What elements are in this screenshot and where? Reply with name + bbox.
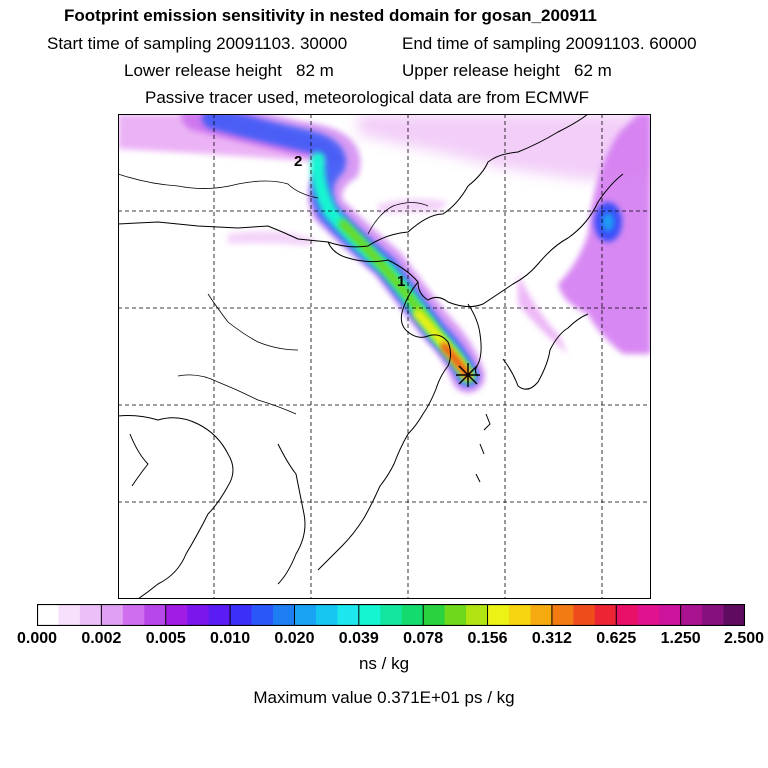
colorbar-tick-label: 0.625 xyxy=(596,630,637,647)
colorbar-cell xyxy=(294,604,317,626)
colorbar-cell xyxy=(165,604,188,626)
receptor-marker-icon xyxy=(456,363,480,387)
coastlines xyxy=(118,114,624,599)
colorbar-tick-label: 0.312 xyxy=(531,630,572,647)
colorbar-tick-label: 0.000 xyxy=(16,630,58,647)
plot-title: Footprint emission sensitivity in nested… xyxy=(64,6,597,25)
colorbar-cell xyxy=(444,604,467,626)
colorbar-cell xyxy=(423,604,446,626)
colorbar-cell xyxy=(187,604,210,626)
colorbar-units: ns / kg xyxy=(358,654,410,673)
colorbar-tick-label: 0.078 xyxy=(403,630,444,647)
footprint-map: 2 1 xyxy=(118,114,651,599)
colorbar-cell xyxy=(37,604,59,626)
sampling-start: Start time of sampling 20091103. 30000 xyxy=(47,34,348,53)
colorbar-cell xyxy=(273,604,295,626)
colorbar-cell xyxy=(573,604,596,626)
colorbar-cell xyxy=(144,604,167,626)
colorbar-cell xyxy=(208,604,231,626)
colorbar-cell xyxy=(466,604,489,626)
colorbar-cell xyxy=(509,604,531,626)
colorbar-cell xyxy=(380,604,403,626)
trajectory-plume xyxy=(181,114,485,393)
colorbar-tick-label: 1.250 xyxy=(660,630,701,647)
colorbar-cell xyxy=(315,604,338,626)
lower-release-height: Lower release height 82 m xyxy=(124,61,334,80)
colorbar-tick-label: 2.500 xyxy=(723,630,765,647)
upper-release-height: Upper release height 62 m xyxy=(402,61,612,80)
colorbar-tick-label: 0.005 xyxy=(145,630,186,647)
trajectory-label-1: 1 xyxy=(397,273,405,290)
colorbar xyxy=(37,604,745,626)
colorbar-cell xyxy=(680,604,703,626)
colorbar-cell xyxy=(101,604,124,626)
colorbar-cell xyxy=(530,604,553,626)
maximum-value: Maximum value 0.371E+01 ps / kg xyxy=(253,688,515,707)
colorbar-cell xyxy=(616,604,639,626)
colorbar-cell xyxy=(401,604,424,626)
colorbar-cell xyxy=(637,604,660,626)
colorbar-cell xyxy=(487,604,510,626)
trajectory-label-2: 2 xyxy=(294,153,302,170)
colorbar-cell xyxy=(337,604,360,626)
colorbar-tick-label: 0.156 xyxy=(467,630,508,647)
map-frame xyxy=(118,114,651,599)
colorbar-cell xyxy=(659,604,682,626)
tracer-info: Passive tracer used, meteorological data… xyxy=(145,88,590,107)
colorbar-cell xyxy=(122,604,145,626)
colorbar-cell xyxy=(551,604,574,626)
colorbar-cell xyxy=(230,604,253,626)
colorbar-cell xyxy=(723,604,745,626)
colorbar-tick-label: 0.020 xyxy=(274,630,315,647)
colorbar-tick-label: 0.010 xyxy=(210,630,251,647)
colorbar-cell xyxy=(79,604,102,626)
colorbar-cell xyxy=(358,604,381,626)
colorbar-cell xyxy=(702,604,725,626)
lat-lon-grid xyxy=(118,114,651,599)
colorbar-cell xyxy=(251,604,274,626)
colorbar-cell xyxy=(594,604,617,626)
borders xyxy=(118,173,429,415)
colorbar-tick-label: 0.002 xyxy=(81,630,122,647)
colorbar-tick-label: 0.039 xyxy=(338,630,379,647)
sampling-end: End time of sampling 20091103. 60000 xyxy=(402,34,697,53)
colorbar-cell xyxy=(58,604,81,626)
map-background xyxy=(118,114,651,599)
